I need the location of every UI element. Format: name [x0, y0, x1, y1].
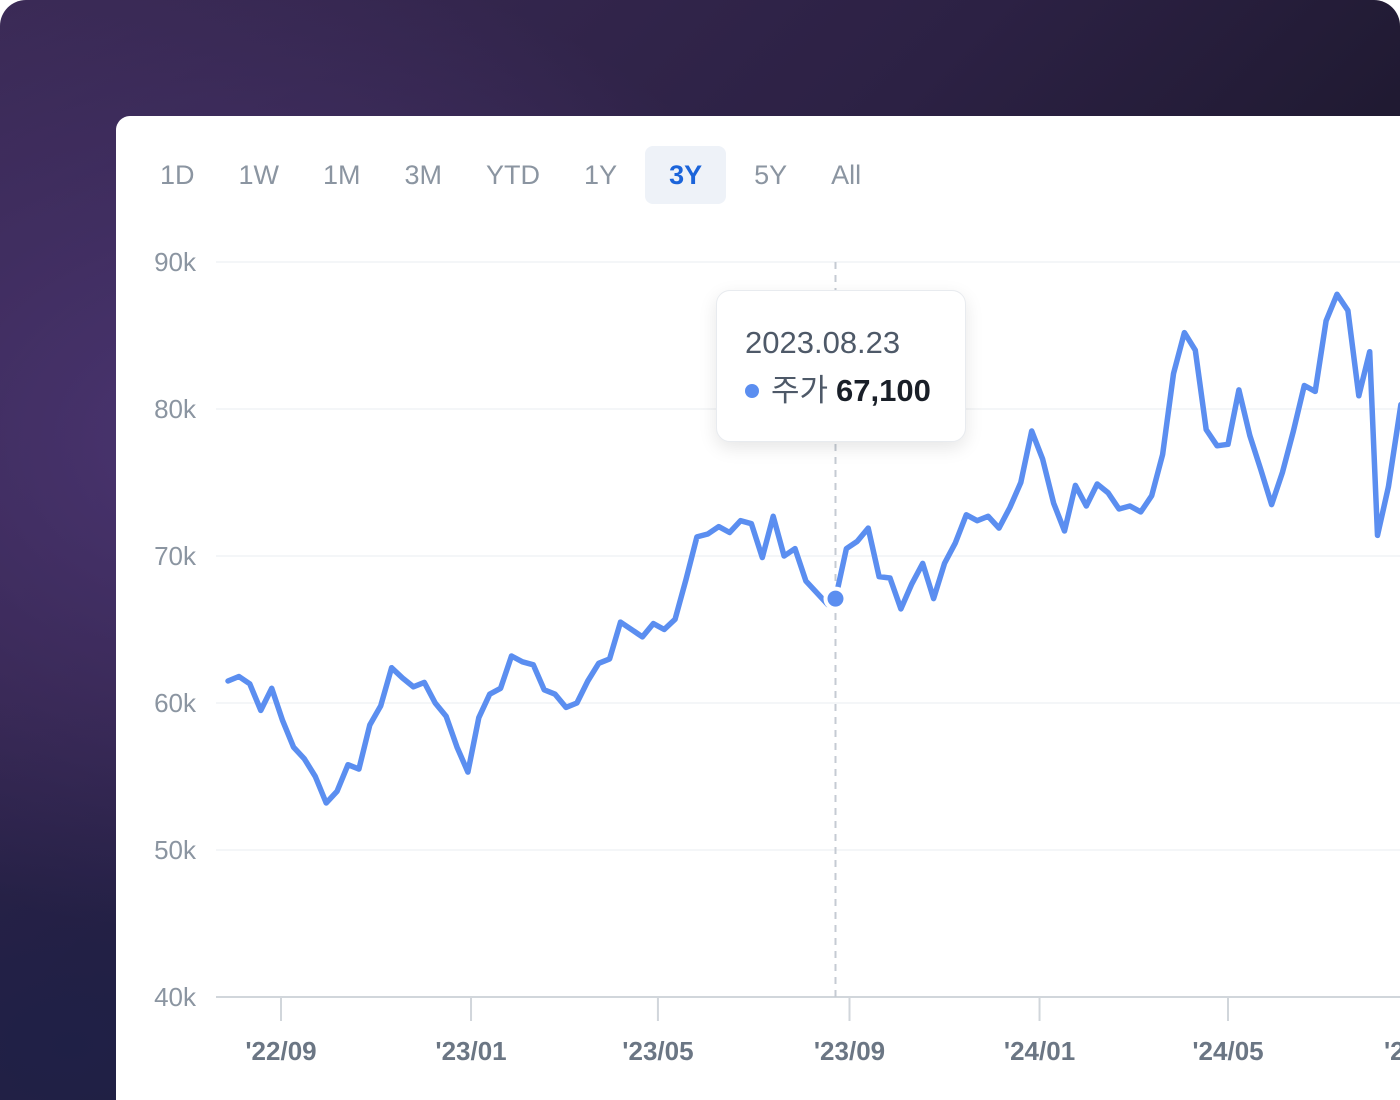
tab-3y[interactable]: 3Y: [645, 146, 727, 204]
y-tick-label: 90k: [154, 247, 197, 277]
x-tick-label: '24/09: [1384, 1036, 1400, 1066]
tab-1m[interactable]: 1M: [323, 159, 361, 190]
tab-ytd[interactable]: YTD: [486, 159, 541, 190]
y-tick-label: 60k: [154, 688, 197, 718]
hover-point: [823, 586, 848, 611]
tab-1y[interactable]: 1Y: [584, 159, 618, 190]
y-axis: 90k 80k 70k 60k 50k 40k: [154, 247, 197, 1012]
y-tick-label: 50k: [154, 835, 197, 865]
tooltip-series-label: 주가: [771, 373, 829, 408]
price-line: [225, 291, 1400, 806]
tab-1w[interactable]: 1W: [238, 159, 280, 190]
tooltip-date: 2023.08.23: [745, 325, 901, 360]
chart-panel: 1D 1W 1M 3M YTD 1Y 3Y 5Y All: [116, 116, 1400, 1100]
period-tabs: 1D 1W 1M 3M YTD 1Y 3Y 5Y All: [144, 146, 889, 204]
tab-all[interactable]: All: [831, 159, 862, 190]
y-tick-label: 40k: [154, 982, 197, 1012]
price-tooltip: 2023.08.23 주가 67,100: [716, 290, 966, 442]
x-tick-label: '23/01: [435, 1036, 506, 1066]
y-tick-label: 70k: [154, 541, 197, 571]
y-tick-label: 80k: [154, 394, 197, 424]
x-tick-label: '23/09: [814, 1036, 885, 1066]
series-dot-icon: [745, 384, 759, 398]
tab-1d[interactable]: 1D: [160, 159, 195, 190]
tab-3m[interactable]: 3M: [404, 159, 443, 190]
tooltip-row: 주가 67,100: [745, 373, 965, 409]
x-tick-label: '24/05: [1192, 1036, 1263, 1066]
x-tick-label: '24/01: [1004, 1036, 1075, 1066]
x-tick-label: '22/09: [245, 1036, 316, 1066]
x-tick-label: '23/05: [622, 1036, 693, 1066]
tab-5y[interactable]: 5Y: [754, 159, 788, 190]
tooltip-value: 67,100: [836, 373, 931, 408]
x-axis: '22/09 '23/01 '23/05 '23/09 '24/01 '24/05 '24/…: [245, 997, 1400, 1066]
